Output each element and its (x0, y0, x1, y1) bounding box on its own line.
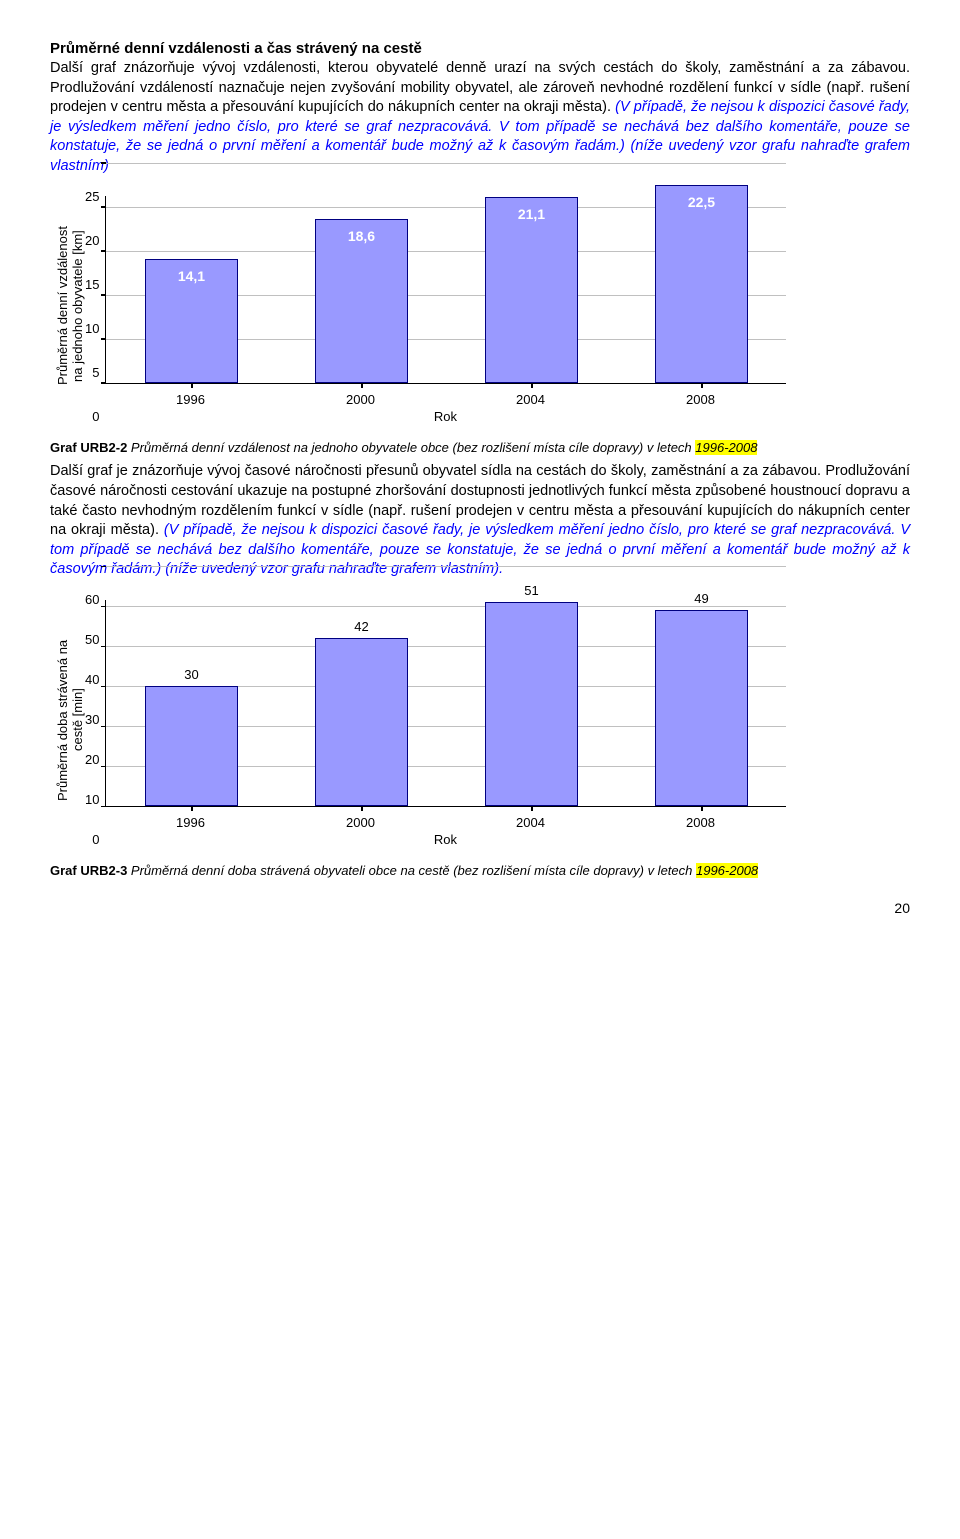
y-tick: 10 (85, 792, 99, 807)
y-tick-mark (101, 206, 106, 208)
y-tick: 20 (85, 752, 99, 767)
bar (655, 610, 749, 806)
bar-value-label: 42 (315, 619, 409, 634)
bar: 21,1 (485, 197, 579, 383)
x-tick-mark (531, 806, 533, 811)
y-tick: 60 (85, 592, 99, 607)
y-axis-label: Průměrná doba strávená nacestě [min] (50, 600, 85, 840)
caption-urb2-3: Graf URB2-3 Průměrná denní doba strávená… (50, 862, 910, 880)
caption2-text: Průměrná denní doba strávená obyvateli o… (127, 863, 696, 878)
x-tick-mark (361, 383, 363, 388)
x-axis-label: Rok (105, 409, 785, 424)
para2-italic: (V případě, že nejsou k dispozici časové… (50, 522, 910, 577)
y-tick-mark (101, 766, 106, 768)
bar (145, 686, 239, 806)
x-ticks: 1996200020042008 (105, 392, 785, 407)
y-tick: 0 (92, 409, 99, 424)
y-axis-label: Průměrná denní vzdálenostna jednoho obyv… (50, 196, 85, 416)
chart-urb2-3: Průměrná doba strávená nacestě [min]6050… (50, 600, 910, 848)
gridline (106, 566, 786, 567)
y-tick-mark (101, 566, 106, 568)
x-tick: 2000 (275, 815, 445, 830)
bar (485, 602, 579, 806)
bar-value-label: 22,5 (656, 194, 748, 210)
x-tick-mark (701, 806, 703, 811)
bar-value-label: 30 (145, 667, 239, 682)
y-tick: 40 (85, 672, 99, 687)
y-ticks: 25 20 15 10 5 0 (85, 189, 105, 424)
y-ticks: 60 50 40 30 20 10 0 (85, 592, 105, 847)
y-tick-mark (101, 338, 106, 340)
y-tick-mark (101, 294, 106, 296)
section-heading: Průměrné denní vzdálenosti a čas stráven… (50, 40, 910, 57)
page-number: 20 (50, 900, 910, 916)
x-tick-mark (191, 806, 193, 811)
bar (315, 638, 409, 806)
bar-value-label: 51 (485, 583, 579, 598)
y-tick-mark (101, 726, 106, 728)
y-tick-mark (101, 806, 106, 808)
y-tick: 30 (85, 712, 99, 727)
caption1-bold: Graf URB2-2 (50, 440, 127, 455)
bar: 22,5 (655, 185, 749, 383)
caption1-text: Průměrná denní vzdálenost na jednoho oby… (127, 440, 695, 455)
gridline (106, 606, 786, 607)
y-tick-mark (101, 606, 106, 608)
y-tick: 20 (85, 233, 99, 248)
plot-area: 30425149 (105, 600, 786, 808)
bar-value-label: 18,6 (316, 228, 408, 244)
x-tick-mark (191, 383, 193, 388)
caption-urb2-2: Graf URB2-2 Průměrná denní vzdálenost na… (50, 439, 910, 457)
y-tick-mark (101, 250, 106, 252)
plot-area: 14,1 18,6 21,1 22,5 (105, 196, 786, 384)
x-axis-label: Rok (105, 832, 785, 847)
y-tick: 15 (85, 277, 99, 292)
bar-value-label: 21,1 (486, 206, 578, 222)
x-tick-mark (701, 383, 703, 388)
x-tick: 2004 (445, 392, 615, 407)
y-tick-mark (101, 646, 106, 648)
x-tick-mark (531, 383, 533, 388)
x-tick: 2004 (445, 815, 615, 830)
y-tick-mark (101, 162, 106, 164)
caption1-highlight: 1996-2008 (695, 440, 757, 455)
bar-value-label: 49 (655, 591, 749, 606)
y-tick: 0 (92, 832, 99, 847)
gridline (106, 163, 786, 164)
bar: 14,1 (145, 259, 239, 383)
x-tick: 2008 (615, 815, 785, 830)
x-tick: 1996 (105, 815, 275, 830)
x-tick: 2008 (615, 392, 785, 407)
x-tick: 1996 (105, 392, 275, 407)
y-tick-mark (101, 382, 106, 384)
x-ticks: 1996200020042008 (105, 815, 785, 830)
y-tick: 25 (85, 189, 99, 204)
y-tick: 5 (92, 365, 99, 380)
bar: 18,6 (315, 219, 409, 383)
x-tick-mark (361, 806, 363, 811)
paragraph-2: Další graf je znázorňuje vývoj časové ná… (50, 462, 910, 579)
caption2-bold: Graf URB2-3 (50, 863, 127, 878)
chart-urb2-2: Průměrná denní vzdálenostna jednoho obyv… (50, 196, 910, 424)
y-tick-mark (101, 686, 106, 688)
caption2-highlight: 1996-2008 (696, 863, 758, 878)
y-tick: 10 (85, 321, 99, 336)
bar-value-label: 14,1 (146, 268, 238, 284)
x-tick: 2000 (275, 392, 445, 407)
y-tick: 50 (85, 632, 99, 647)
paragraph-1: Další graf znázorňuje vývoj vzdálenosti,… (50, 59, 910, 176)
